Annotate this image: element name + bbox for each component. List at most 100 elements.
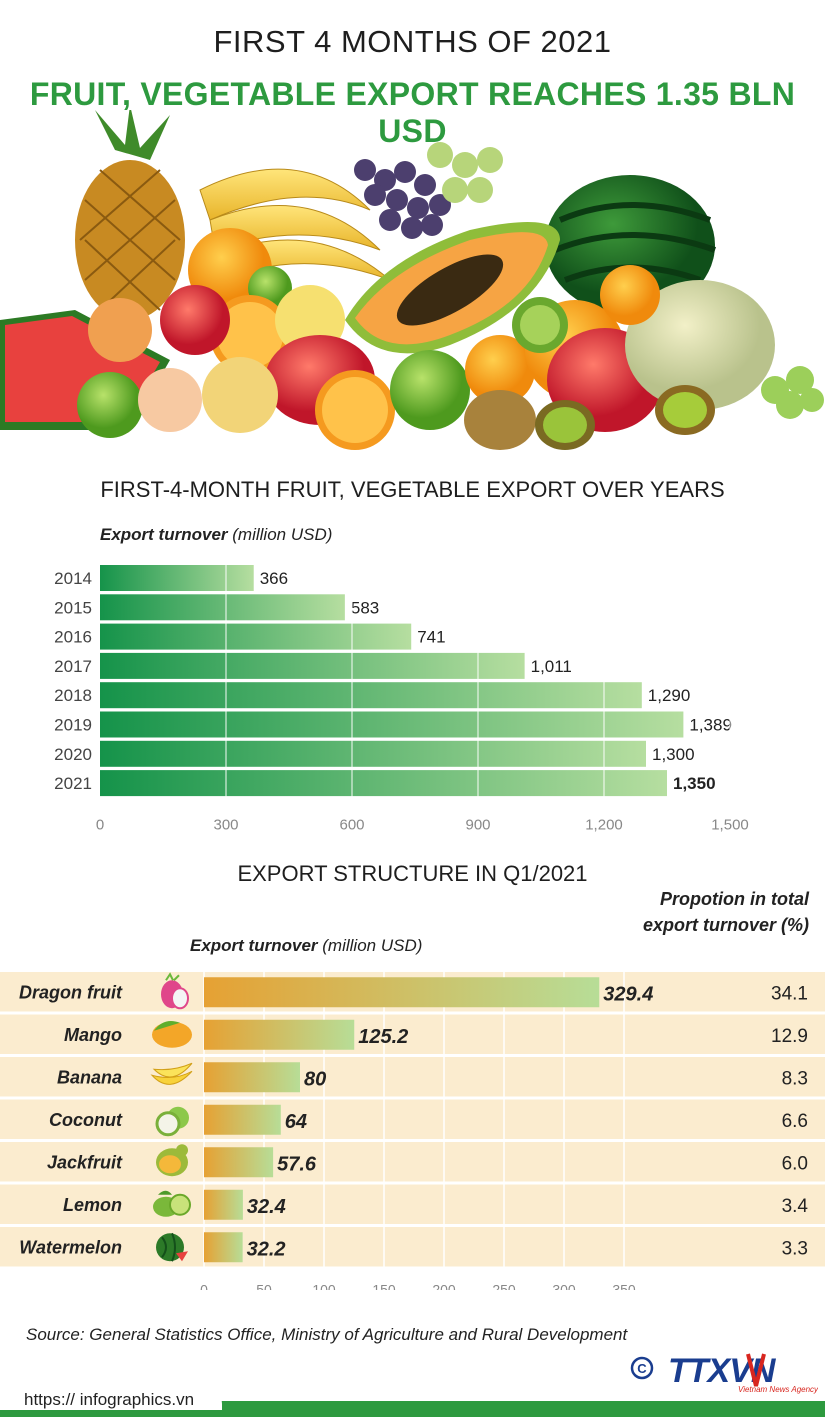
- category-value-lemon: 32.4: [247, 1196, 286, 1218]
- row-bg-lemon: [0, 1184, 825, 1224]
- year-label-2014: 2014: [54, 569, 92, 588]
- chart1-title: FIRST-4-MONTH FRUIT, VEGETABLE EXPORT OV…: [100, 477, 725, 502]
- row-bg-watermelon: [0, 1227, 825, 1267]
- category-share-banana: 8.3: [782, 1068, 808, 1089]
- category-bar-banana: [204, 1062, 300, 1093]
- year-label-2021: 2021: [54, 774, 92, 793]
- grapes-icon: [354, 159, 451, 239]
- footer-url[interactable]: https:// infographics.vn: [0, 1388, 223, 1410]
- category-share-mango: 12.9: [771, 1026, 808, 1047]
- row-bg-banana: [0, 1057, 825, 1097]
- row-bg-coconut: [0, 1099, 825, 1139]
- category-value-banana: 80: [304, 1068, 326, 1090]
- year-value-2016: 741: [417, 628, 445, 647]
- chart1-tick-0: 0: [96, 816, 104, 833]
- category-bar-watermelon: [204, 1232, 243, 1263]
- category-value-dragon-fruit: 329.4: [603, 983, 653, 1005]
- category-label-lemon: Lemon: [63, 1195, 122, 1215]
- chart2-caption-unit: (million USD): [322, 936, 423, 955]
- category-bar-jackfruit: [204, 1147, 274, 1178]
- category-share-dragon-fruit: 34.1: [771, 983, 808, 1004]
- category-value-jackfruit: 57.6: [277, 1153, 317, 1175]
- year-bar-2017: [100, 652, 525, 679]
- category-value-watermelon: 32.2: [247, 1238, 286, 1260]
- chart2-tick-50: 50: [256, 1282, 272, 1291]
- chart2-tick-150: 150: [372, 1282, 396, 1291]
- chart1-tick-300: 300: [213, 816, 238, 833]
- chart1-caption-unit: (million USD): [232, 525, 333, 544]
- year-label-2017: 2017: [54, 657, 92, 676]
- export-structure-bar-chart: Dragon fruit 329.4 34.1 Mango 125.2 12.9 Banan…: [0, 971, 825, 1291]
- coconut-icon: [155, 1106, 189, 1137]
- year-label-2020: 2020: [54, 745, 92, 764]
- chart1-tick-1500: 1,500: [711, 816, 749, 833]
- category-label-mango: Mango: [64, 1025, 122, 1045]
- category-label-banana: Banana: [57, 1067, 122, 1087]
- ttxvn-logo: C TTXVN Vietnam News Agency: [630, 1352, 818, 1394]
- banana-icon: [150, 1062, 193, 1085]
- dragon-fruit-icon: [161, 972, 189, 1010]
- chart2-tick-200: 200: [432, 1282, 456, 1291]
- category-share-jackfruit: 6.0: [782, 1153, 808, 1174]
- lemon-icon: [153, 1190, 191, 1217]
- year-value-2014: 366: [260, 569, 288, 588]
- category-share-lemon: 3.4: [782, 1196, 809, 1217]
- category-value-mango: 125.2: [358, 1026, 408, 1048]
- year-label-2015: 2015: [54, 598, 92, 617]
- proportion-caption-line1: Propotion in total: [660, 889, 809, 909]
- mango-icon: [152, 1020, 192, 1048]
- category-bar-dragon-fruit: [204, 977, 600, 1008]
- chart2-tick-350: 350: [612, 1282, 636, 1291]
- chart1-tick-600: 600: [339, 816, 364, 833]
- fruit-illustration: [0, 110, 824, 450]
- row-bg-jackfruit: [0, 1142, 825, 1182]
- svg-text:C: C: [637, 1361, 647, 1376]
- year-value-2019: 1,389: [689, 716, 732, 735]
- source-note: Source: General Statistics Office, Minis…: [26, 1325, 628, 1344]
- category-share-watermelon: 3.3: [782, 1238, 808, 1259]
- category-label-watermelon: Watermelon: [19, 1237, 122, 1257]
- page-title-headline: FRUIT, VEGETABLE EXPORT REACHES 1.35 BLN…: [29, 76, 796, 149]
- chart1-axis-caption: Export turnover (million USD): [100, 525, 332, 545]
- year-bar-2015: [100, 594, 345, 621]
- year-label-2018: 2018: [54, 686, 92, 705]
- chart2-caption-bold: Export turnover: [190, 936, 318, 955]
- proportion-caption: Propotion in total export turnover (%): [643, 886, 809, 938]
- year-value-2017: 1,011: [531, 657, 572, 676]
- row-bg-mango: [0, 1014, 825, 1054]
- year-bar-2014: [100, 565, 254, 591]
- category-bar-mango: [204, 1019, 355, 1050]
- pineapple-icon: [75, 110, 185, 320]
- chart2-tick-300: 300: [552, 1282, 576, 1291]
- chart1-tick-1200: 1,200: [585, 816, 623, 833]
- jackfruit-icon: [156, 1144, 188, 1177]
- chart2-tick-250: 250: [492, 1282, 516, 1291]
- proportion-caption-line2: export turnover (%): [642, 915, 809, 935]
- category-label-jackfruit: Jackfruit: [47, 1152, 123, 1172]
- year-value-2020: 1,300: [652, 745, 695, 764]
- chart2-tick-0: 0: [200, 1282, 208, 1291]
- category-bar-coconut: [204, 1104, 281, 1135]
- page-title-line1: FIRST 4 MONTHS OF 2021: [213, 24, 612, 59]
- category-label-dragon-fruit: Dragon fruit: [19, 982, 123, 1002]
- watermelon-icon: [156, 1232, 188, 1262]
- chart2-axis-caption: Export turnover (million USD): [190, 936, 422, 956]
- year-label-2016: 2016: [54, 628, 92, 647]
- year-value-2018: 1,290: [648, 686, 691, 705]
- year-value-2021: 1,350: [673, 774, 716, 793]
- chart1-tick-900: 900: [465, 816, 490, 833]
- year-bar-2021: [100, 770, 667, 797]
- category-share-coconut: 6.6: [782, 1111, 808, 1132]
- year-bar-2016: [100, 623, 412, 650]
- category-label-coconut: Coconut: [49, 1110, 123, 1130]
- year-bar-2020: [100, 740, 646, 767]
- year-label-2019: 2019: [54, 716, 92, 735]
- year-value-2015: 583: [351, 598, 379, 617]
- yearly-export-bar-chart: 2014 366 2015 583 2016 741 2017 1,011 2018 1,290 2…: [54, 565, 749, 833]
- year-bar-2019: [100, 711, 684, 738]
- year-bar-2018: [100, 682, 642, 709]
- category-bar-lemon: [204, 1189, 243, 1220]
- svg-text:Vietnam News Agency: Vietnam News Agency: [738, 1385, 818, 1394]
- chart1-caption-bold: Export turnover: [100, 525, 228, 544]
- category-value-coconut: 64: [285, 1111, 307, 1133]
